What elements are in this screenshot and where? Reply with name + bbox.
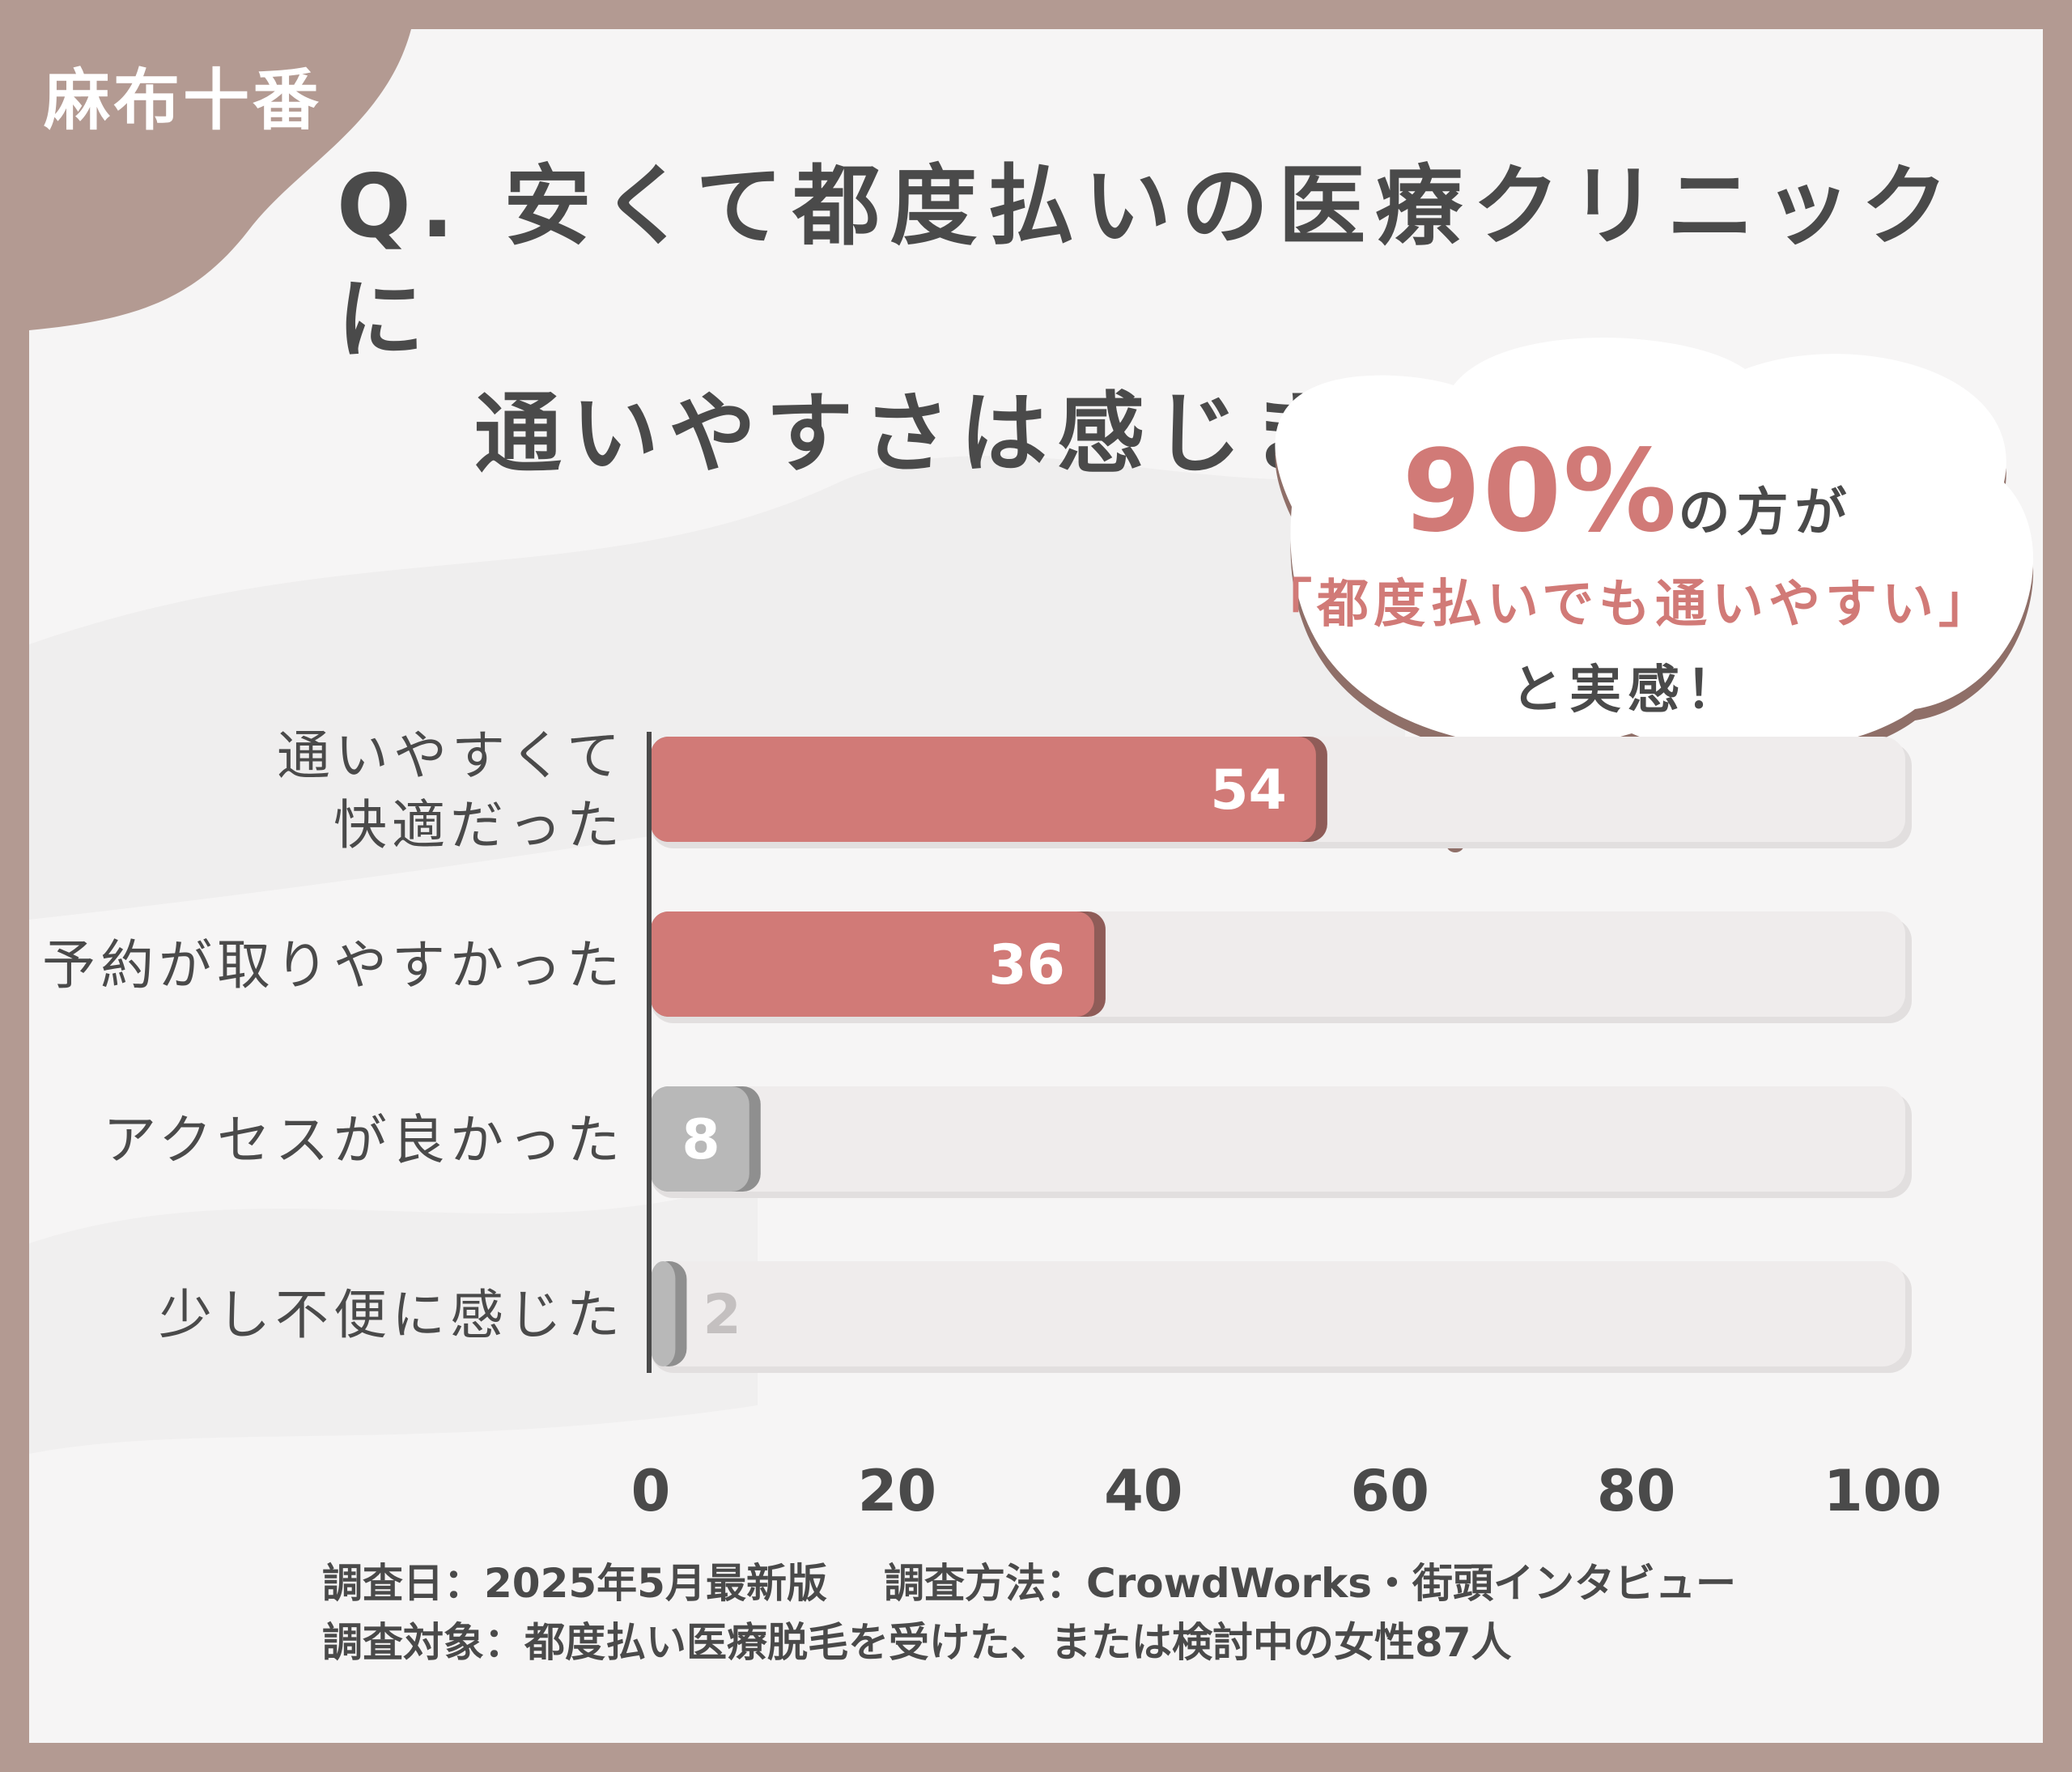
callout-text-2: と実感！ — [1511, 661, 1744, 720]
callout-text-1: の方が — [1678, 483, 1853, 543]
question-title: Q. 安くて都度払いの医療クリニックに 通いやすさは感じましたか？ — [337, 151, 2036, 491]
bar-value-label: 36 — [988, 933, 1065, 997]
bar — [651, 1261, 676, 1366]
callout-percent: 90% — [1402, 426, 1679, 558]
x-tick-label: 40 — [1104, 1458, 1182, 1524]
bar-track — [651, 1261, 1905, 1366]
bar — [651, 1086, 749, 1192]
footer-method: 調査方法：CrowdWorks・街頭インタビュー — [883, 1560, 1737, 1607]
category-label: 快適だった — [333, 794, 625, 856]
callout-text: 90%の方が 「都度払いでも通いやすい」 と実感！ — [1219, 426, 2036, 723]
x-tick-label: 100 — [1824, 1458, 1942, 1524]
bar-value-label: 8 — [681, 1108, 720, 1172]
x-tick-label: 0 — [631, 1458, 671, 1524]
callout-quote: 「都度払いでも通いやすい」 — [1259, 575, 1996, 635]
bar-track — [651, 1086, 1905, 1192]
survey-card: 麻布十番 Q. 安くて都度払いの医療クリニックに 通いやすさは感じましたか？ 9… — [29, 29, 2043, 1743]
background-texture — [29, 456, 1405, 1454]
bar — [651, 911, 1094, 1017]
bar-value-label: 54 — [1210, 759, 1287, 822]
category-label: アクセスが良かった — [103, 1109, 625, 1171]
x-tick-label: 60 — [1350, 1458, 1429, 1524]
category-label: 通いやすくて — [277, 725, 625, 787]
question-line-1: Q. 安くて都度払いの医療クリニックに — [337, 156, 1959, 372]
footer-date: 調査日：2025年5月最新版 — [322, 1560, 827, 1607]
bar — [651, 737, 1316, 842]
category-label: 予約が取りやすかった — [42, 934, 625, 996]
x-tick-label: 80 — [1597, 1458, 1675, 1524]
survey-footer: 調査日：2025年5月最新版 調査方法：CrowdWorks・街頭インタビュー 調… — [322, 1554, 1989, 1672]
area-tag: 麻布十番 — [44, 62, 323, 139]
footer-target: 調査対象：都度払い医療脱毛を受けた、または検討中の女性87人 — [322, 1618, 1512, 1666]
corner-tab — [29, 29, 411, 330]
bar-value-label: 2 — [703, 1283, 741, 1347]
category-label: 少し不便に感じた — [159, 1284, 625, 1346]
x-tick-label: 20 — [858, 1458, 936, 1524]
